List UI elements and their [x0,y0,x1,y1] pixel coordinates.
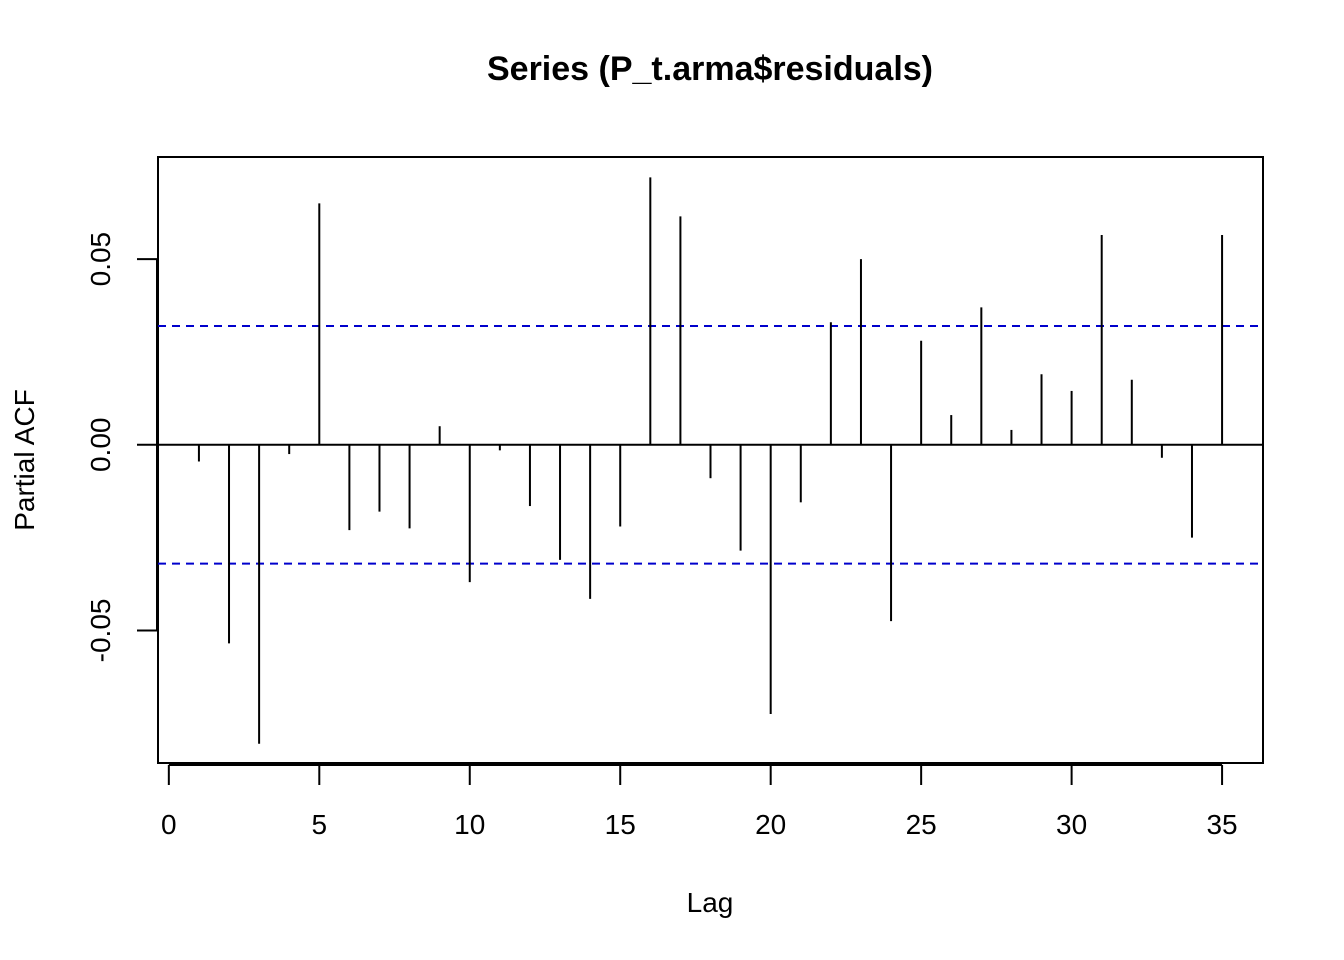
x-axis: 0 5 10 15 20 25 30 35 [161,764,1238,840]
x-axis-label: Lag [687,887,734,918]
y-tick-label: 0.05 [85,232,116,287]
y-axis: -0.05 0.00 0.05 [85,232,158,663]
y-axis-label: Partial ACF [9,389,40,531]
x-tick-label: 25 [906,809,937,840]
x-tick-label: 20 [755,809,786,840]
chart-title: Series (P_t.arma$residuals) [487,50,933,88]
x-tick-label: 30 [1056,809,1087,840]
x-tick-label: 15 [605,809,636,840]
x-tick-label: 5 [312,809,328,840]
x-tick-label: 10 [454,809,485,840]
x-tick-label: 35 [1206,809,1237,840]
pacf-bars [197,177,1224,744]
y-tick-label: -0.05 [85,599,116,663]
confidence-bounds [158,324,1263,565]
x-tick-label: 0 [161,809,177,840]
y-tick-label: 0.00 [85,418,116,473]
